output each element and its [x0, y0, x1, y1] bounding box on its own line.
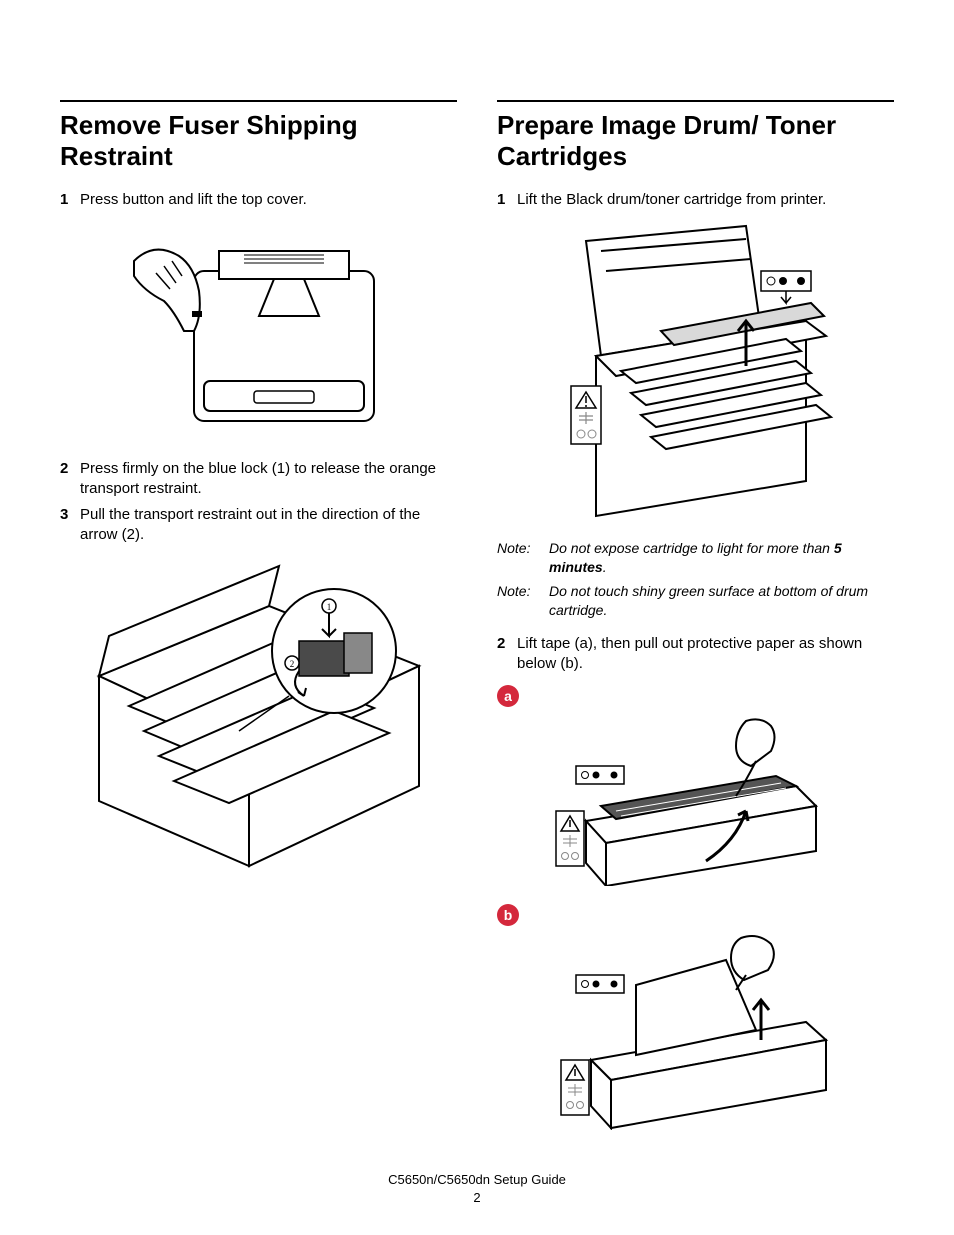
figure-press-button — [60, 221, 457, 441]
step-text: Press button and lift the top cover. — [80, 190, 457, 210]
footer-title: C5650n/C5650dn Setup Guide — [0, 1171, 954, 1189]
right-column: Prepare Image Drum/ Toner Cartridges 1 L… — [497, 100, 894, 1148]
note-text: Do not touch shiny green surface at bott… — [549, 582, 894, 620]
page-footer: C5650n/C5650dn Setup Guide 2 — [0, 1171, 954, 1207]
note-text: Do not expose cartridge to light for mor… — [549, 539, 894, 577]
step-text: Lift tape (a), then pull out protective … — [517, 634, 894, 675]
note-label: Note: — [497, 582, 549, 620]
left-column: Remove Fuser Shipping Restraint 1 Press … — [60, 100, 457, 1148]
footer-page-number: 2 — [0, 1189, 954, 1207]
badge-a: a — [497, 685, 519, 707]
step-number: 2 — [60, 459, 80, 500]
step: 1 Lift the Black drum/toner cartridge fr… — [497, 190, 894, 210]
note: Note: Do not expose cartridge to light f… — [497, 539, 894, 577]
svg-text:2: 2 — [289, 659, 294, 669]
step: 2 Press firmly on the blue lock (1) to r… — [60, 459, 457, 500]
note-label: Note: — [497, 539, 549, 577]
svg-text:1: 1 — [326, 602, 331, 612]
step-number: 1 — [497, 190, 517, 210]
figure-tape-a — [497, 711, 894, 886]
step-number: 3 — [60, 505, 80, 546]
figure-tape-b — [497, 930, 894, 1130]
step: 2 Lift tape (a), then pull out protectiv… — [497, 634, 894, 675]
left-heading: Remove Fuser Shipping Restraint — [60, 110, 457, 172]
step-number: 1 — [60, 190, 80, 210]
heading-rule — [60, 100, 457, 102]
step: 3 Pull the transport restraint out in th… — [60, 505, 457, 546]
step-text: Press firmly on the blue lock (1) to rel… — [80, 459, 457, 500]
figure-restraint: 1 2 — [60, 556, 457, 876]
step-text: Lift the Black drum/toner cartridge from… — [517, 190, 894, 210]
note-text-pre: Do not expose cartridge to light for mor… — [549, 540, 834, 556]
heading-rule — [497, 100, 894, 102]
step-number: 2 — [497, 634, 517, 675]
note-text-post: . — [603, 559, 607, 575]
right-heading: Prepare Image Drum/ Toner Cartridges — [497, 110, 894, 172]
badge-b: b — [497, 904, 519, 926]
figure-lift-drum — [497, 221, 894, 521]
note: Note: Do not touch shiny green surface a… — [497, 582, 894, 620]
step-text: Pull the transport restraint out in the … — [80, 505, 457, 546]
step: 1 Press button and lift the top cover. — [60, 190, 457, 210]
